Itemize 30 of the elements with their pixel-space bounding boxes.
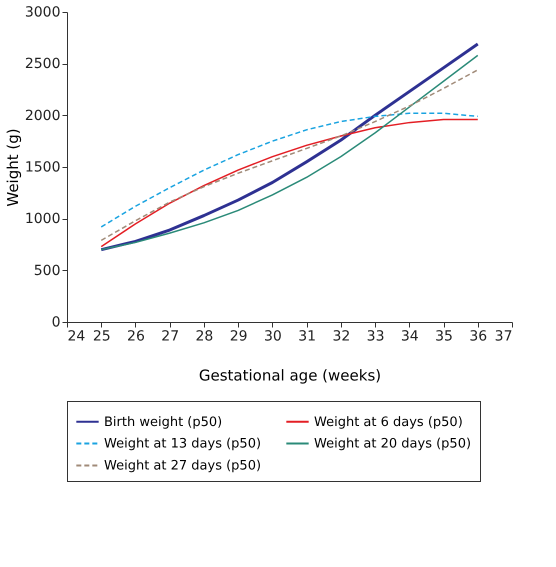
x-tick-label: 31 bbox=[298, 328, 316, 344]
legend-label: Weight at 27 days (p50) bbox=[104, 458, 262, 474]
x-tick-label: 28 bbox=[196, 328, 214, 344]
y-axis-title: Weight (g) bbox=[4, 128, 22, 207]
y-tick-label: 2000 bbox=[24, 108, 60, 124]
y-tick-label: 3000 bbox=[24, 4, 60, 20]
y-tick-label: 0 bbox=[52, 314, 60, 330]
line-series bbox=[100, 118, 479, 248]
x-axis-title: Gestational age (weeks) bbox=[198, 366, 382, 384]
legend-label: Weight at 20 days (p50) bbox=[314, 436, 472, 452]
legend-label: Birth weight (p50) bbox=[104, 414, 222, 430]
x-tick-label: 26 bbox=[127, 328, 145, 344]
x-tick-label: 24 bbox=[68, 328, 86, 344]
x-tick-label: 33 bbox=[366, 328, 384, 344]
legend-label: Weight at 6 days (p50) bbox=[314, 414, 463, 430]
x-tick-label: 30 bbox=[264, 328, 282, 344]
x-tick-label: 27 bbox=[161, 328, 180, 344]
y-tick-label: 1500 bbox=[24, 160, 60, 176]
y-tick-label: 2500 bbox=[24, 56, 60, 72]
legend-label: Weight at 13 days (p50) bbox=[104, 436, 262, 452]
x-tick-label: 35 bbox=[435, 328, 453, 344]
x-tick-label: 36 bbox=[469, 328, 488, 344]
y-tick-label: 1000 bbox=[24, 211, 60, 228]
x-tick-label: 29 bbox=[230, 328, 248, 344]
x-tick-label: 34 bbox=[400, 328, 419, 344]
x-tick-label: 25 bbox=[92, 328, 111, 344]
x-tick-label: 32 bbox=[332, 328, 350, 344]
x-tick-label: 37 bbox=[494, 328, 512, 344]
y-tick-label: 500 bbox=[34, 262, 60, 279]
line-series bbox=[100, 112, 479, 228]
